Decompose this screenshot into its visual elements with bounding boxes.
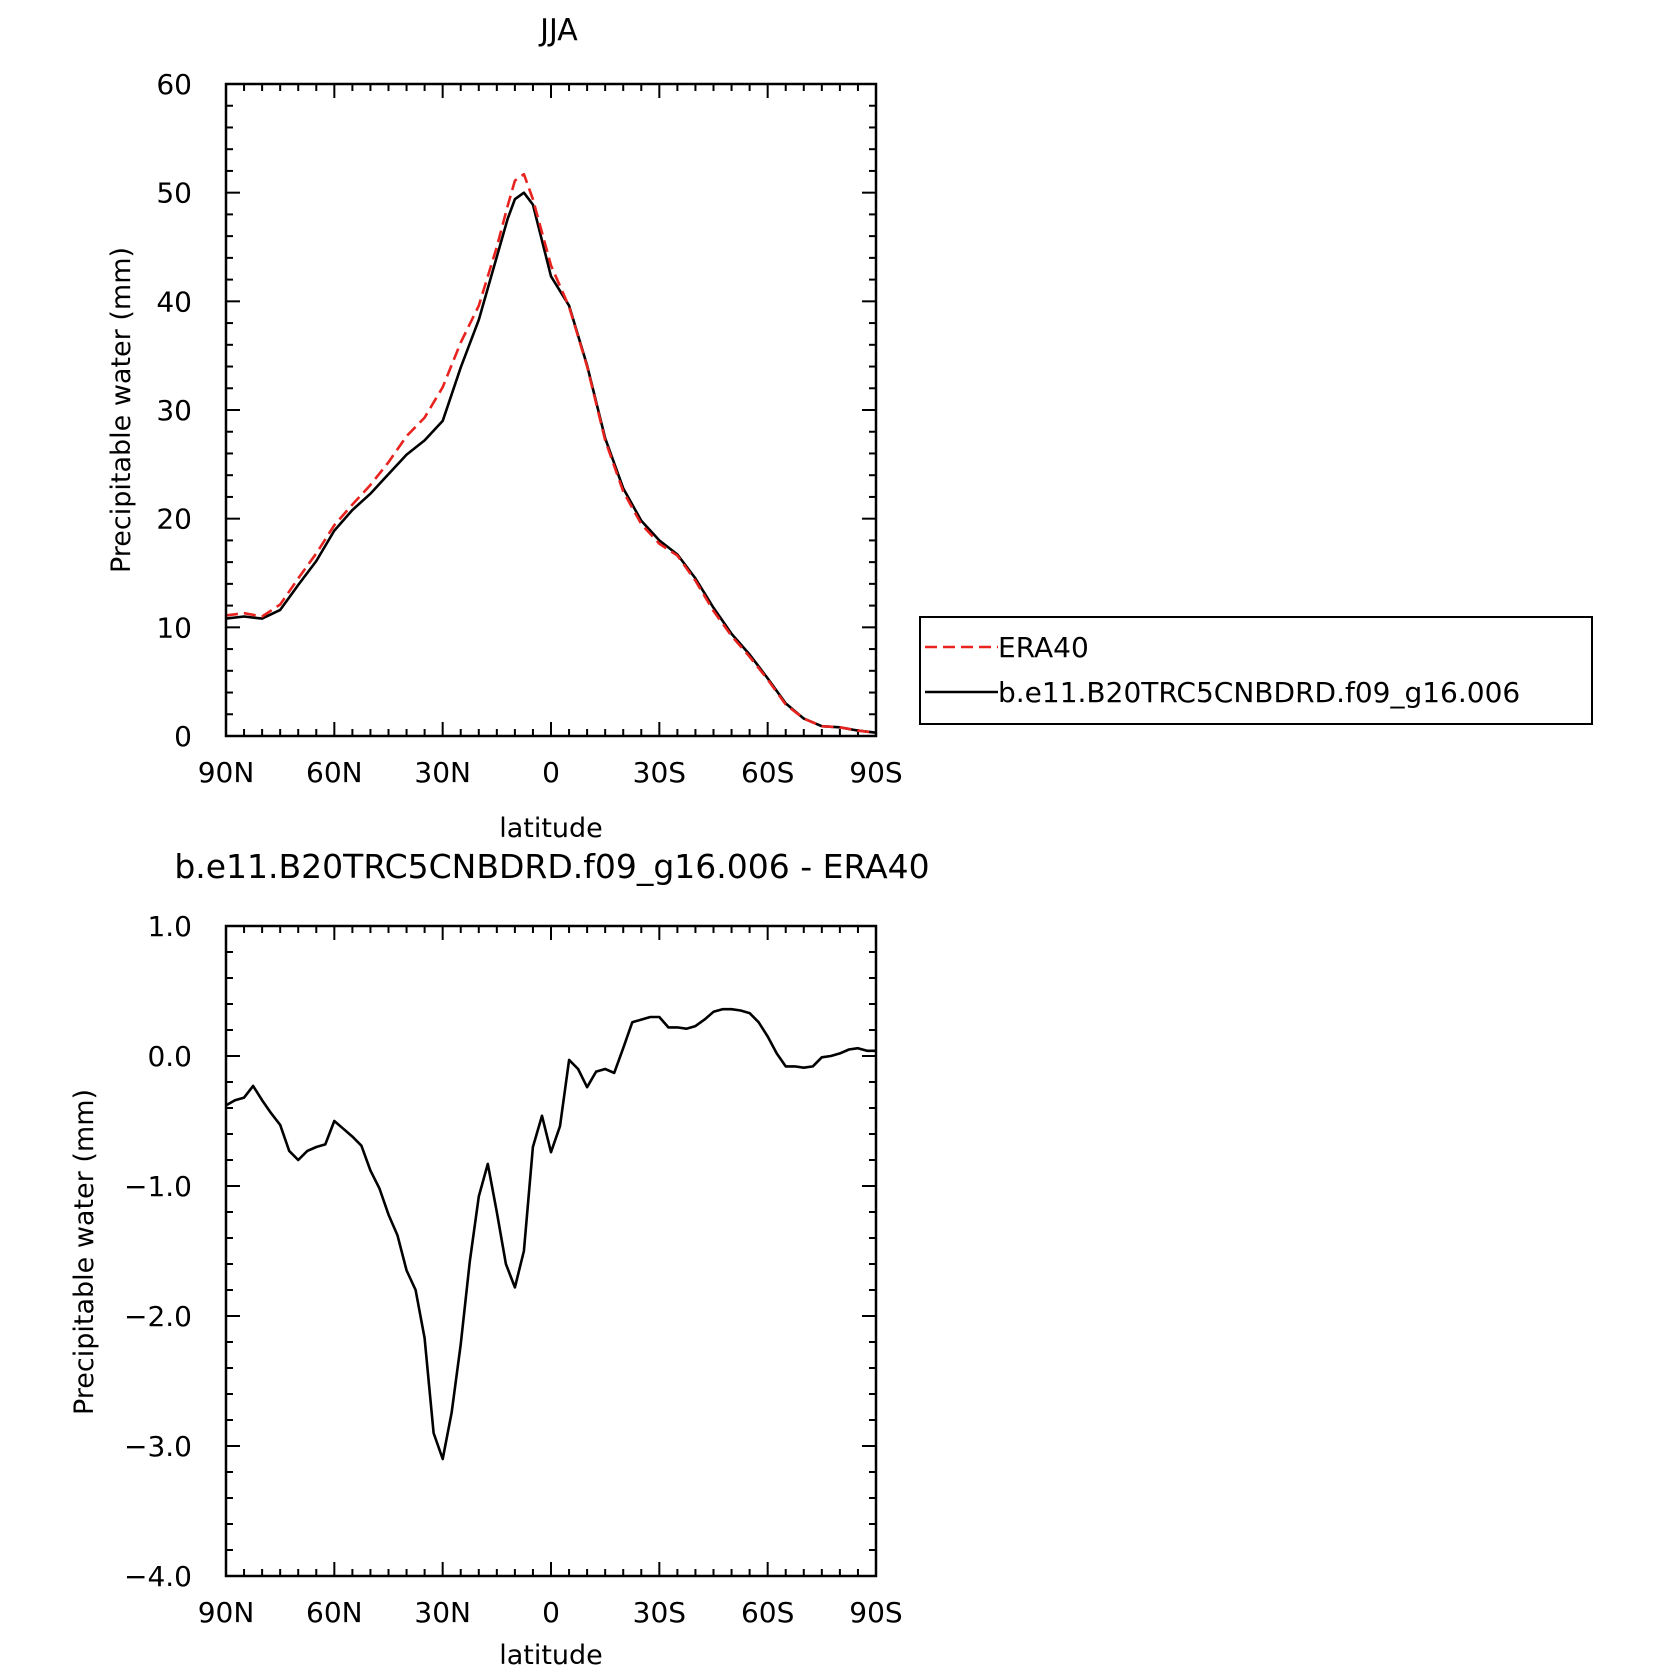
top-x-tick-label: 60S — [741, 756, 794, 789]
legend: ERA40 b.e11.B20TRC5CNBDRD.f09_g16.006 — [919, 616, 1593, 725]
bottom-series-line-difference — [225, 1007, 876, 1461]
top-chart-title: JJA — [538, 13, 578, 48]
top-x-tick-label: 90N — [198, 756, 255, 789]
bottom-x-tick-label: 30S — [633, 1596, 686, 1629]
bottom-x-tick-label: 90S — [849, 1596, 902, 1629]
top-series-line-era40 — [225, 172, 877, 734]
bottom-y-tick-label: 0.0 — [147, 1040, 192, 1073]
legend-entry-era40: ERA40 — [998, 631, 1089, 664]
bottom-plot-frame — [224, 924, 878, 1578]
top-series-line-b-e11-b20trc5cnbdrd-f09-g16-006 — [225, 191, 877, 734]
bottom-y-axis-label: Precipitable water (mm) — [69, 1089, 100, 1415]
top-x-axis-label: latitude — [499, 813, 603, 844]
bottom-y-tick-label: −2.0 — [124, 1300, 192, 1333]
top-y-tick-label: 20 — [156, 503, 192, 536]
top-y-axis-label: Precipitable water (mm) — [106, 247, 137, 573]
bottom-y-tick-label: −3.0 — [124, 1430, 192, 1463]
bottom-x-axis-label: latitude — [499, 1640, 603, 1669]
top-axes: 90N 60N 30N 0 30S 60S 90S 0 10 20 30 40 50 60 — [156, 68, 902, 789]
bottom-x-tick-label: 60N — [306, 1596, 363, 1629]
bottom-axes: 90N 60N 30N 0 30S 60S 90S 1.0 0.0 −1.0 −2.0 −3.0 −4.… — [124, 910, 903, 1629]
top-y-tick-label: 60 — [156, 68, 192, 101]
bottom-x-tick-label: 60S — [741, 1596, 794, 1629]
top-x-tick-label: 90S — [849, 756, 902, 789]
top-y-tick-label: 10 — [156, 611, 192, 644]
top-series-lines — [225, 172, 877, 734]
top-y-tick-label: 30 — [156, 394, 192, 427]
bottom-y-tick-label: −1.0 — [124, 1170, 192, 1203]
top-y-tick-label: 0 — [174, 720, 192, 753]
bottom-chart-title: b.e11.B20TRC5CNBDRD.f09_g16.006 - ERA40 — [174, 847, 929, 886]
legend-entry-model: b.e11.B20TRC5CNBDRD.f09_g16.006 — [998, 676, 1520, 709]
bottom-y-tick-label: −4.0 — [124, 1560, 192, 1593]
top-x-tick-label: 0 — [542, 756, 560, 789]
bottom-panel: b.e11.B20TRC5CNBDRD.f09_g16.006 - ERA40 … — [69, 847, 930, 1669]
top-plot-frame — [224, 82, 878, 738]
bottom-x-tick-label: 90N — [198, 1596, 255, 1629]
legend-box — [919, 616, 1593, 725]
bottom-series-lines — [225, 1007, 876, 1461]
top-x-tick-label: 30N — [414, 756, 471, 789]
top-y-tick-label: 50 — [156, 177, 192, 210]
bottom-x-tick-label: 30N — [414, 1596, 471, 1629]
bottom-y-tick-label: 1.0 — [147, 910, 192, 943]
top-x-tick-label: 30S — [633, 756, 686, 789]
top-x-tick-label: 60N — [306, 756, 363, 789]
top-y-tick-label: 40 — [156, 285, 192, 318]
bottom-x-tick-label: 0 — [542, 1596, 560, 1629]
top-panel: JJA 90N 60N 30N 0 30S 60S 90S 0 10 20 30 40 50 60 lat… — [106, 13, 903, 844]
